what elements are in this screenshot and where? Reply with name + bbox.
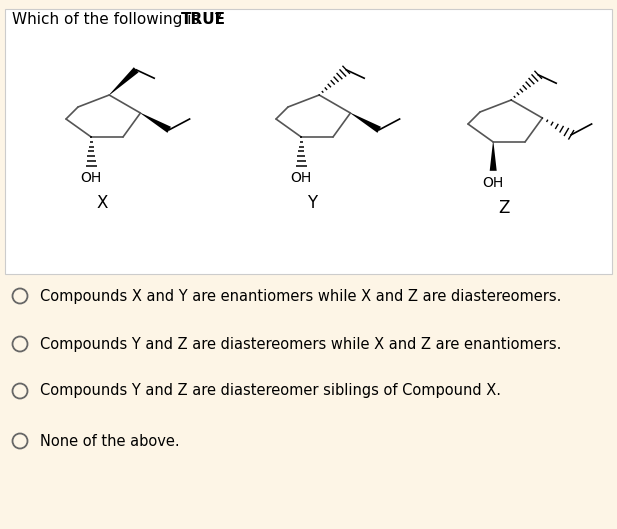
Text: Compounds Y and Z are diastereomers while X and Z are enantiomers.: Compounds Y and Z are diastereomers whil…	[40, 336, 561, 351]
Polygon shape	[140, 113, 171, 133]
Text: OH: OH	[291, 170, 312, 185]
Text: Which of the following is: Which of the following is	[12, 12, 204, 27]
FancyBboxPatch shape	[5, 9, 612, 274]
Polygon shape	[490, 142, 497, 171]
Text: X: X	[96, 194, 108, 212]
Text: None of the above.: None of the above.	[40, 433, 180, 449]
Text: OH: OH	[482, 176, 504, 189]
Text: Y: Y	[307, 194, 317, 212]
Text: Compounds X and Y are enantiomers while X and Z are diastereomers.: Compounds X and Y are enantiomers while …	[40, 288, 561, 304]
Polygon shape	[350, 113, 381, 133]
Text: Z: Z	[499, 199, 510, 217]
Text: OH: OH	[81, 170, 102, 185]
Text: Compounds Y and Z are diastereomer siblings of Compound X.: Compounds Y and Z are diastereomer sibli…	[40, 384, 501, 398]
Polygon shape	[109, 67, 139, 95]
Text: ?: ?	[214, 12, 222, 27]
Text: TRUE: TRUE	[181, 12, 226, 27]
